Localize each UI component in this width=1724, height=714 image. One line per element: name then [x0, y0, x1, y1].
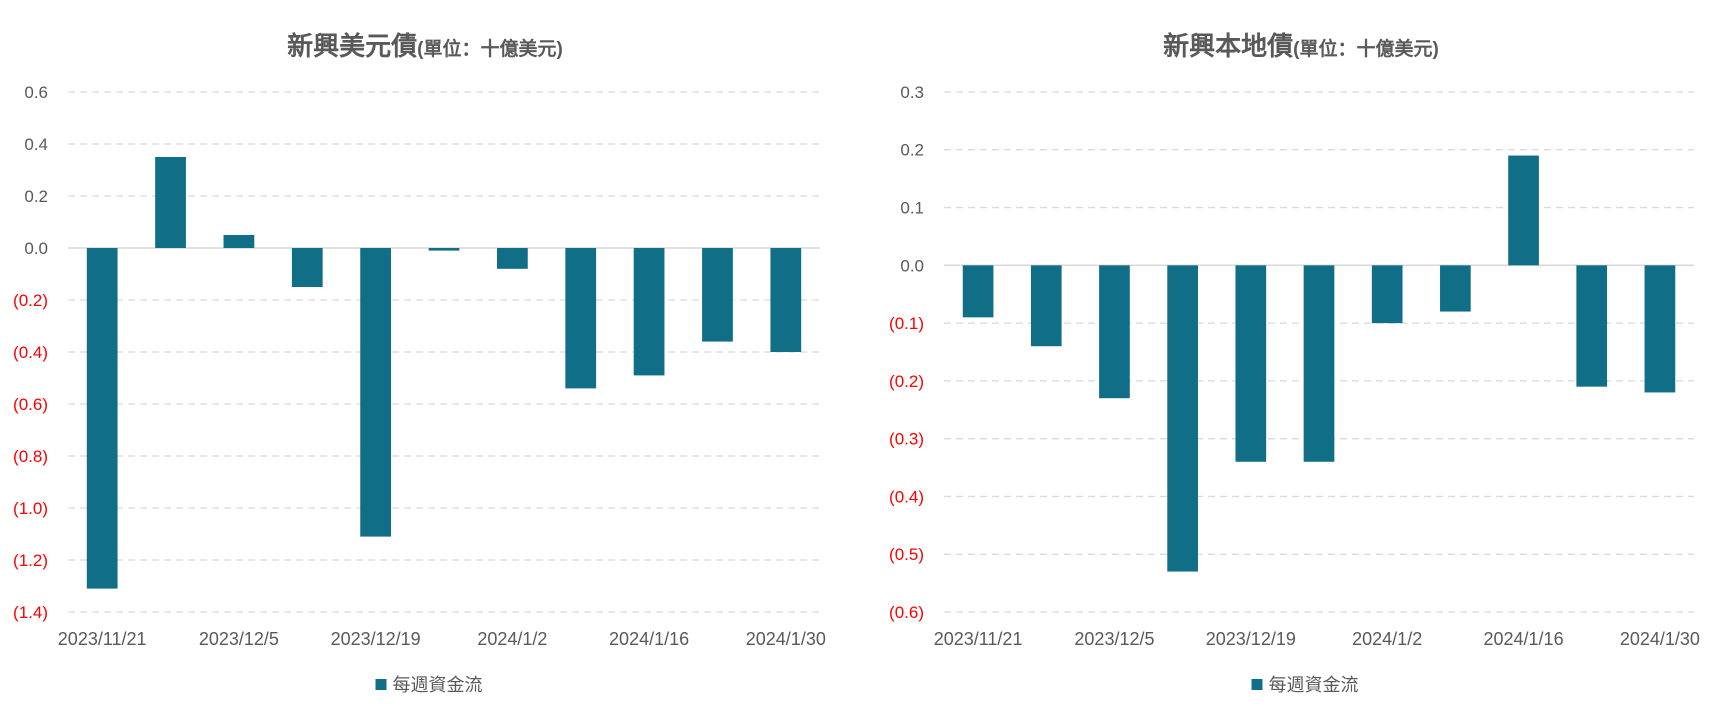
- legend-swatch: [1251, 678, 1263, 690]
- bar: [1440, 265, 1471, 312]
- y-tick-label: 0.0: [24, 239, 48, 258]
- bar: [1371, 265, 1403, 324]
- legend-swatch: [375, 678, 387, 690]
- bar: [291, 248, 323, 287]
- chart-title-main: 新興本地債: [1163, 31, 1294, 61]
- bar: [1508, 155, 1539, 266]
- emerging-local-bond-chart: 新興本地債(單位：十億美元) 0.3 0.2 0.1 0.0 (0.1) (0.2) (0.…: [862, 0, 1724, 714]
- y-tick-label: (0.2): [889, 372, 924, 391]
- x-tick-label: 2023/11/21: [934, 629, 1023, 649]
- chart-title: 新興本地債(單位：十億美元): [1163, 26, 1439, 63]
- emerging-usd-bond-chart: 新興美元債(單位：十億美元) 0.6 0.4 0.2 0.0 (0.2) (0.4) (0.…: [13, 26, 826, 697]
- bar: [1303, 265, 1335, 462]
- y-axis-labels: 0.6 0.4 0.2 0.0 (0.2) (0.4) (0.6) (0.8) (1.0) (1.…: [13, 83, 48, 622]
- chart-title-unit: (單位：十億美元): [417, 39, 563, 60]
- y-tick-label: 0.2: [24, 187, 48, 206]
- y-tick-label: (0.4): [13, 343, 48, 362]
- bar: [1576, 265, 1608, 387]
- y-tick-label: (0.4): [889, 487, 924, 506]
- y-tick-label: (0.3): [889, 430, 924, 449]
- bar: [86, 248, 118, 589]
- bar-series: [86, 157, 802, 589]
- bar-series: [962, 155, 1676, 572]
- x-axis-labels: 2023/11/21 2023/12/5 2023/12/19 2024/1/2 202…: [934, 629, 1700, 649]
- gridlines: [68, 91, 820, 613]
- y-axis-labels: 0.3 0.2 0.1 0.0 (0.1) (0.2) (0.3) (0.4) (0.5) (0.…: [889, 83, 924, 622]
- bar: [360, 248, 392, 537]
- y-tick-label: 0.2: [900, 141, 924, 160]
- chart-plot-area: 0.3 0.2 0.1 0.0 (0.1) (0.2) (0.3) (0.4) (0.5) (0.…: [889, 83, 1700, 649]
- y-tick-label: 0.0: [900, 256, 924, 275]
- y-tick-label: 0.6: [24, 83, 48, 102]
- bar: [962, 265, 994, 318]
- bar: [1099, 265, 1130, 399]
- x-tick-label: 2024/1/2: [1352, 629, 1422, 649]
- y-tick-label: (1.2): [13, 551, 48, 570]
- y-tick-label: (0.1): [889, 314, 924, 333]
- bar: [1167, 265, 1198, 572]
- bar: [155, 157, 186, 248]
- chart-legend: 每週資金流: [375, 671, 483, 697]
- legend-label: 每週資金流: [392, 675, 483, 695]
- legend-label: 每週資金流: [1268, 675, 1359, 695]
- bar: [428, 248, 460, 251]
- chart-plot-area: 0.6 0.4 0.2 0.0 (0.2) (0.4) (0.6) (0.8) (1.0) (1.…: [13, 83, 826, 649]
- y-tick-label: 0.1: [900, 199, 924, 218]
- x-tick-label: 2023/12/19: [1206, 629, 1296, 649]
- x-tick-label: 2024/1/16: [609, 629, 689, 649]
- y-tick-label: (0.8): [13, 447, 48, 466]
- x-tick-label: 2023/12/5: [1074, 629, 1154, 649]
- x-axis-labels: 2023/11/21 2023/12/5 2023/12/19 2024/1/2 202…: [58, 629, 826, 649]
- y-tick-label: (0.6): [889, 603, 924, 622]
- gridlines: [944, 91, 1694, 613]
- bar: [633, 248, 665, 376]
- y-tick-label: 0.3: [900, 83, 924, 102]
- chart-title-unit: (單位：十億美元): [1293, 39, 1439, 60]
- bar: [496, 248, 528, 269]
- bar: [1030, 265, 1062, 347]
- bar: [770, 248, 802, 352]
- x-tick-label: 2024/1/16: [1484, 629, 1564, 649]
- bar: [223, 235, 255, 248]
- x-tick-label: 2023/12/19: [331, 629, 421, 649]
- bar: [1644, 265, 1676, 393]
- chart-title: 新興美元債(單位：十億美元): [287, 26, 563, 63]
- y-tick-label: (0.2): [13, 291, 48, 310]
- y-tick-label: (1.4): [13, 603, 48, 622]
- bar: [565, 248, 597, 389]
- bar: [702, 248, 733, 342]
- y-tick-label: 0.4: [24, 135, 48, 154]
- y-tick-label: (0.6): [13, 395, 48, 414]
- chart-title-main: 新興美元債: [287, 31, 418, 61]
- chart-legend: 每週資金流: [1251, 671, 1359, 697]
- y-tick-label: (0.5): [889, 545, 924, 564]
- x-tick-label: 2023/11/21: [58, 629, 147, 649]
- x-tick-label: 2023/12/5: [199, 629, 279, 649]
- y-tick-label: (1.0): [13, 499, 48, 518]
- x-tick-label: 2024/1/30: [1620, 629, 1700, 649]
- x-tick-label: 2024/1/2: [477, 629, 547, 649]
- x-tick-label: 2024/1/30: [746, 629, 826, 649]
- bar: [1235, 265, 1267, 462]
